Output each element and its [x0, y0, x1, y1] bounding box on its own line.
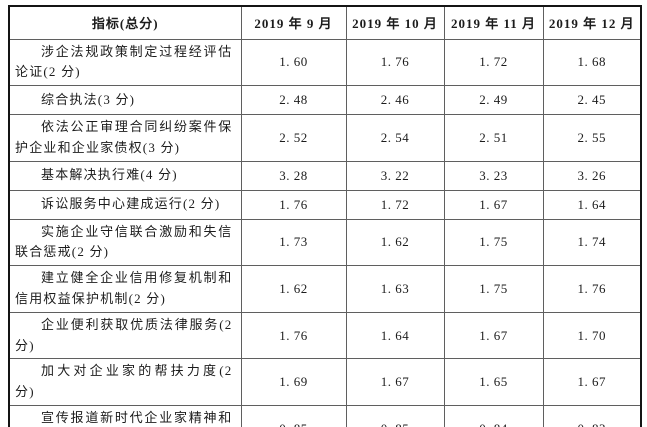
row-label: 宣传报道新时代企业家精神和企业家先进事迹(1 分): [8, 405, 242, 427]
score-cell: 1. 76: [240, 189, 347, 220]
score-cell: 1. 69: [240, 358, 347, 407]
table-row: 涉企法规政策制定过程经评估论证(2 分) 1. 60 1. 76 1. 72 1…: [8, 38, 642, 87]
score-cell: 2. 49: [443, 85, 544, 116]
score-cell: 1. 76: [240, 311, 347, 360]
score-cell: 1. 76: [542, 265, 642, 313]
table-row: 诉讼服务中心建成运行(2 分) 1. 76 1. 72 1. 67 1. 64: [8, 189, 642, 220]
row-label: 企业便利获取优质法律服务(2 分): [8, 311, 242, 360]
row-label: 实施企业守信联合激励和失信联合惩戒(2 分): [8, 218, 242, 267]
header-month-oct: 2019 年 10 月: [345, 5, 445, 40]
score-cell: 2. 51: [443, 114, 544, 162]
score-cell: 2. 54: [345, 114, 445, 162]
score-cell: 1. 70: [542, 311, 642, 360]
table-row: 企业便利获取优质法律服务(2 分) 1. 76 1. 64 1. 67 1. 7…: [8, 311, 642, 360]
score-cell: 2. 45: [542, 85, 642, 116]
score-cell: 1. 67: [542, 358, 642, 407]
score-cell: 2. 55: [542, 114, 642, 162]
table-row: 依法公正审理合同纠纷案件保护企业和企业家债权(3 分) 2. 52 2. 54 …: [8, 114, 642, 162]
score-cell: 1. 60: [240, 38, 347, 87]
table-row: 加大对企业家的帮扶力度(2 分) 1. 69 1. 67 1. 65 1. 67: [8, 358, 642, 407]
score-cell: 1. 68: [542, 38, 642, 87]
score-cell: 1. 75: [443, 265, 544, 313]
score-cell: 1. 74: [542, 218, 642, 267]
score-cell: 0. 83: [542, 405, 642, 427]
score-cell: 1. 65: [443, 358, 544, 407]
header-month-dec: 2019 年 12 月: [542, 5, 642, 40]
score-cell: 2. 46: [345, 85, 445, 116]
table-row: 综合执法(3 分) 2. 48 2. 46 2. 49 2. 45: [8, 85, 642, 116]
score-cell: 1. 62: [240, 265, 347, 313]
table-row: 基本解决执行难(4 分) 3. 28 3. 22 3. 23 3. 26: [8, 160, 642, 191]
header-indicator: 指标(总分): [8, 5, 242, 40]
header-month-nov: 2019 年 11 月: [443, 5, 544, 40]
table-row: 实施企业守信联合激励和失信联合惩戒(2 分) 1. 73 1. 62 1. 75…: [8, 218, 642, 267]
score-cell: 1. 73: [240, 218, 347, 267]
row-label: 基本解决执行难(4 分): [8, 160, 242, 191]
row-label: 依法公正审理合同纠纷案件保护企业和企业家债权(3 分): [8, 114, 242, 162]
score-cell: 1. 72: [345, 189, 445, 220]
score-cell: 2. 52: [240, 114, 347, 162]
table-header-row: 指标(总分) 2019 年 9 月 2019 年 10 月 2019 年 11 …: [8, 5, 642, 40]
score-cell: 1. 63: [345, 265, 445, 313]
row-label: 建立健全企业信用修复机制和信用权益保护机制(2 分): [8, 265, 242, 313]
row-label: 诉讼服务中心建成运行(2 分): [8, 189, 242, 220]
score-cell: 1. 62: [345, 218, 445, 267]
score-cell: 0. 85: [345, 405, 445, 427]
score-cell: 1. 72: [443, 38, 544, 87]
score-cell: 1. 67: [443, 311, 544, 360]
table-row: 宣传报道新时代企业家精神和企业家先进事迹(1 分) 0. 85 0. 85 0.…: [8, 405, 642, 427]
score-cell: 3. 26: [542, 160, 642, 191]
row-label: 涉企法规政策制定过程经评估论证(2 分): [8, 38, 242, 87]
score-cell: 1. 76: [345, 38, 445, 87]
row-label: 综合执法(3 分): [8, 85, 242, 116]
score-cell: 3. 23: [443, 160, 544, 191]
row-label: 加大对企业家的帮扶力度(2 分): [8, 358, 242, 407]
score-cell: 1. 67: [443, 189, 544, 220]
score-cell: 1. 67: [345, 358, 445, 407]
score-cell: 2. 48: [240, 85, 347, 116]
score-cell: 0. 85: [240, 405, 347, 427]
score-cell: 1. 64: [345, 311, 445, 360]
score-cell: 3. 22: [345, 160, 445, 191]
score-cell: 3. 28: [240, 160, 347, 191]
score-cell: 0. 84: [443, 405, 544, 427]
score-cell: 1. 64: [542, 189, 642, 220]
table-row: 建立健全企业信用修复机制和信用权益保护机制(2 分) 1. 62 1. 63 1…: [8, 265, 642, 313]
header-month-sep: 2019 年 9 月: [240, 5, 347, 40]
score-cell: 1. 75: [443, 218, 544, 267]
indicator-score-table: 指标(总分) 2019 年 9 月 2019 年 10 月 2019 年 11 …: [8, 5, 642, 427]
